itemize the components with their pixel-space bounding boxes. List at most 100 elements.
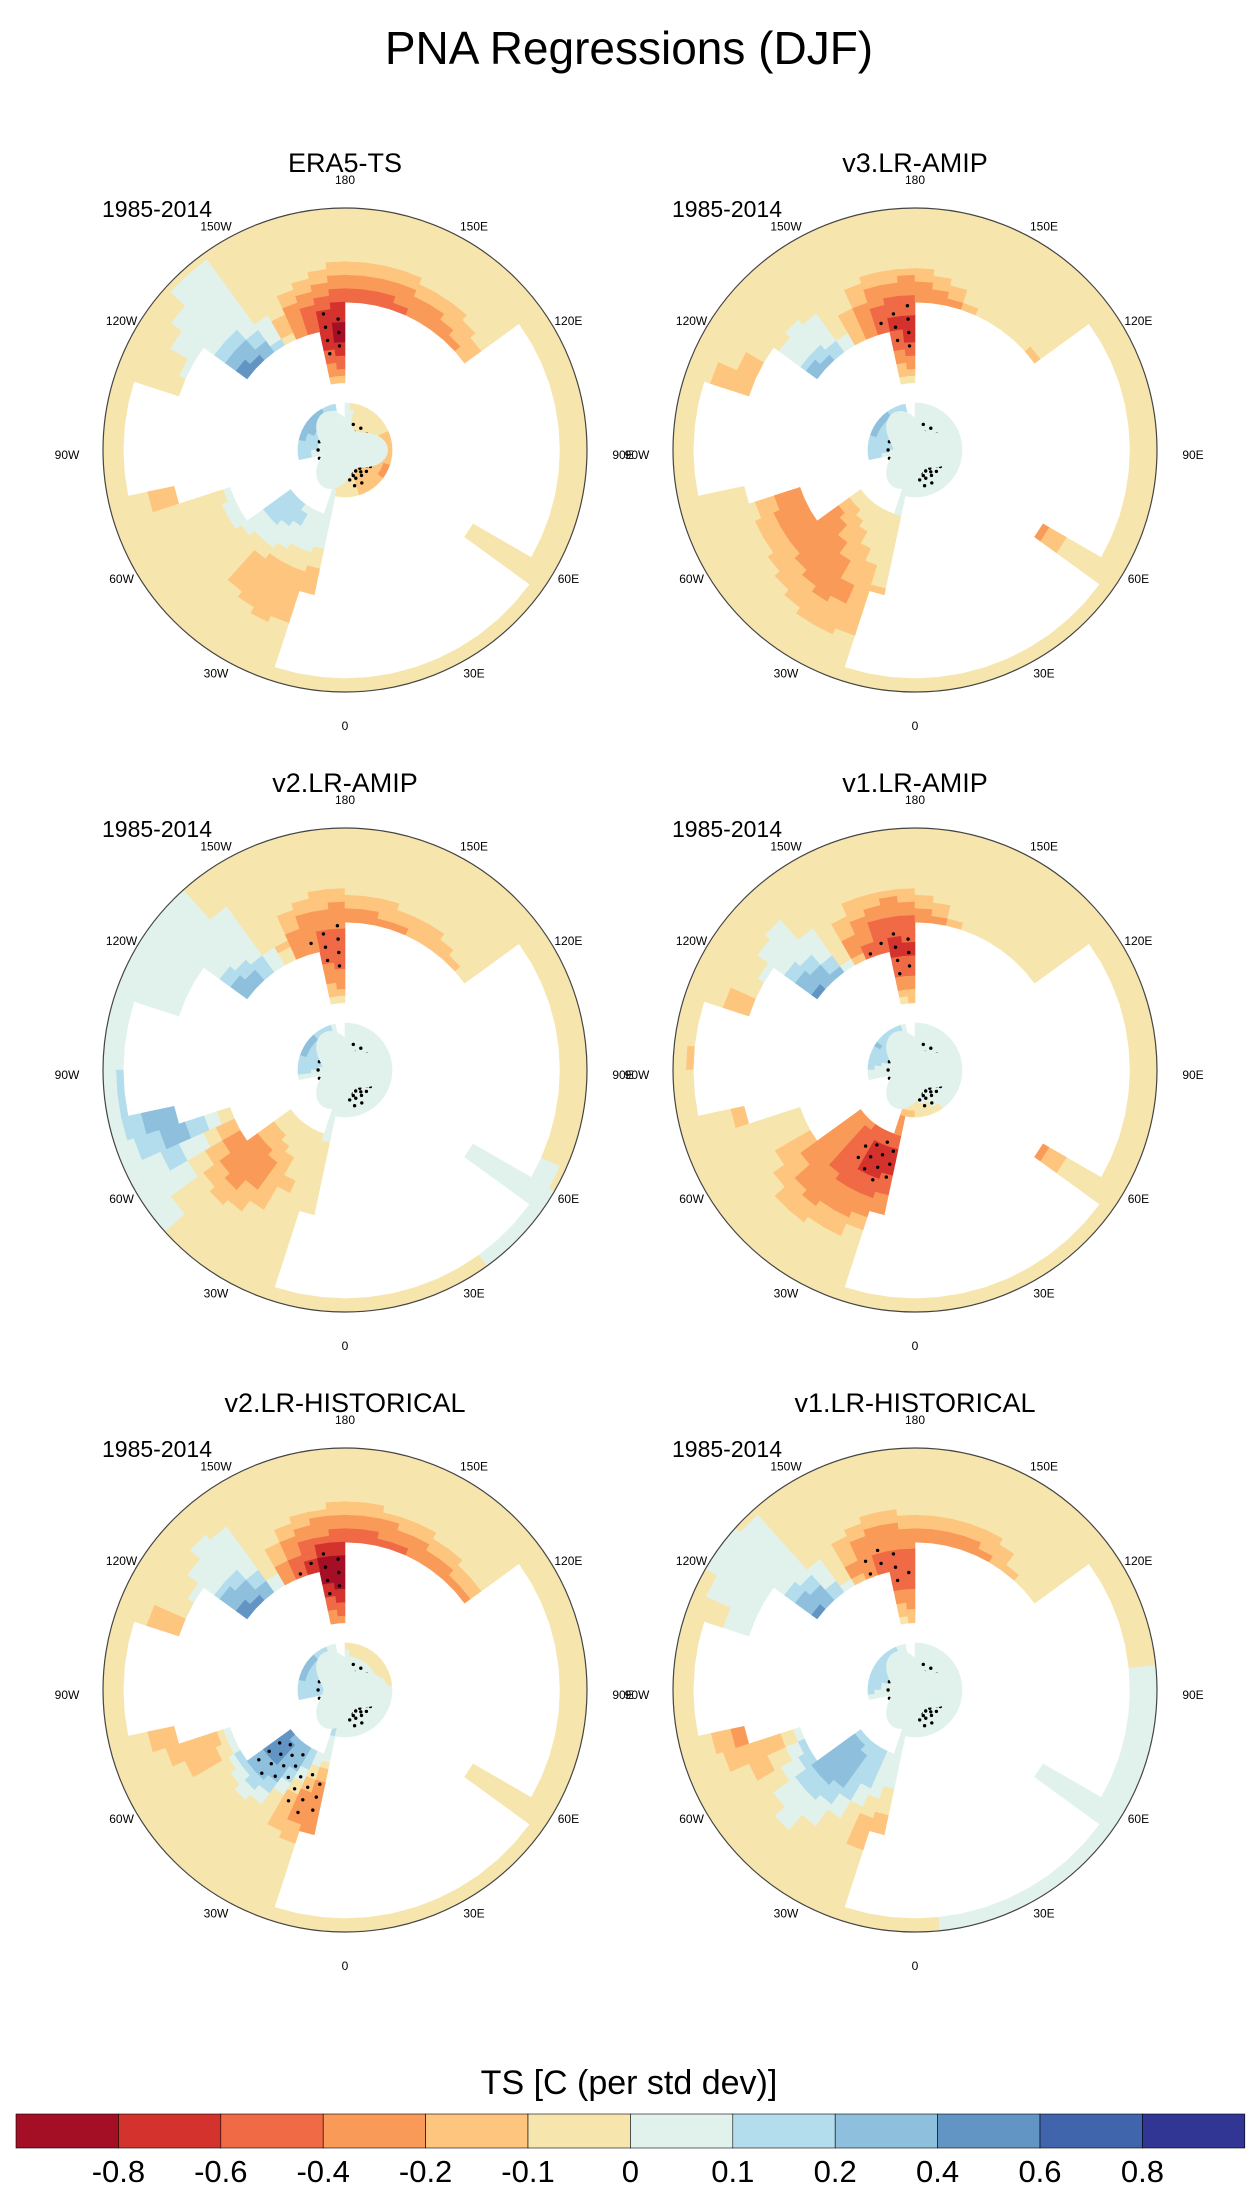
- field-cell: [329, 1548, 346, 1557]
- field-cell: [874, 453, 883, 459]
- field-cell: [334, 968, 346, 977]
- stipple-dot: [862, 1167, 867, 1171]
- field-cell: [324, 881, 346, 890]
- map-panel: v1.LR-HISTORICAL1985-2014180150E120E90E6…: [625, 1388, 1204, 1973]
- longitude-label: 150W: [770, 840, 802, 854]
- field-cell: [328, 295, 346, 304]
- field-cell: [334, 975, 346, 984]
- anomaly-field: [673, 208, 1157, 692]
- field-cell: [331, 941, 346, 951]
- stipple-dot: [288, 1743, 292, 1747]
- panel-period: 1985-2014: [102, 196, 212, 222]
- field-cell: [901, 941, 916, 951]
- longitude-label: 180: [905, 173, 925, 187]
- stipple-dot: [906, 317, 910, 321]
- field-cell: [867, 444, 876, 451]
- field-cell: [874, 445, 882, 451]
- field-cell: [914, 254, 936, 264]
- field-cell: [895, 888, 916, 897]
- field-cell: [329, 1616, 339, 1625]
- longitude-label: 120E: [1124, 934, 1152, 948]
- stipple-dot: [891, 1149, 895, 1153]
- stipple-dot: [929, 470, 933, 474]
- field-cell: [904, 975, 916, 984]
- stipple-dot: [306, 1785, 310, 1790]
- map-panel: v2.LR-HISTORICAL1985-2014180150E120E90E6…: [55, 1388, 634, 1973]
- stipple-dot: [351, 473, 355, 478]
- stipple-dot: [269, 1762, 273, 1766]
- field-cell: [320, 1296, 346, 1306]
- stipple-dot: [922, 1104, 927, 1108]
- field-cell: [344, 274, 364, 284]
- longitude-label: 60W: [109, 1812, 134, 1826]
- stipple-dot: [359, 1666, 363, 1670]
- field-cell: [1128, 1046, 1138, 1071]
- field-cell: [334, 1588, 346, 1597]
- stipple-dot: [336, 1557, 340, 1561]
- stipple-dot: [930, 481, 934, 485]
- field-cell: [329, 376, 339, 385]
- arctic-cap: [316, 1031, 388, 1109]
- field-cell: [558, 1689, 568, 1714]
- stipple-dot: [359, 1710, 363, 1714]
- field-cell: [1034, 523, 1050, 542]
- stipple-dot: [337, 964, 342, 968]
- stipple-dot: [348, 1098, 352, 1102]
- stipple-dot: [906, 937, 910, 941]
- longitude-label: 60E: [558, 572, 579, 586]
- anomaly-field: [673, 828, 1157, 1312]
- field-cell: [327, 1528, 346, 1537]
- field-cell: [304, 1693, 313, 1699]
- longitude-label: 60W: [679, 1192, 704, 1206]
- field-cell: [811, 984, 826, 1000]
- map-border: [102, 1447, 588, 1933]
- field-cell: [344, 1296, 370, 1306]
- field-cell: [344, 402, 351, 411]
- stipple-dot: [921, 1093, 925, 1098]
- longitude-label: 90W: [55, 448, 80, 462]
- longitude-label: 30W: [774, 1286, 799, 1300]
- stipple-dot: [359, 426, 363, 430]
- longitude-label: 90E: [612, 1688, 633, 1702]
- field-cell: [327, 281, 346, 290]
- stipple-dot: [292, 1787, 297, 1791]
- arctic-cap: [886, 411, 958, 489]
- field-cell: [344, 1521, 363, 1530]
- field-cell: [897, 281, 916, 290]
- longitude-label: 180: [335, 1413, 355, 1427]
- stipple-dot: [316, 1068, 320, 1072]
- stipple-dot: [351, 422, 355, 427]
- field-cell: [344, 874, 366, 884]
- field-cell: [909, 1109, 916, 1118]
- field-cell: [329, 1541, 346, 1550]
- field-cell: [742, 375, 756, 397]
- stipple-dot: [325, 338, 330, 343]
- field-cell: [895, 268, 916, 277]
- field-cell: [336, 988, 346, 997]
- stipple-dot: [323, 945, 328, 949]
- longitude-label: 30E: [1033, 1286, 1054, 1300]
- field-cell: [329, 301, 346, 310]
- panel-period: 1985-2014: [672, 1436, 782, 1462]
- stipple-dot: [924, 469, 928, 473]
- longitude-label: 120W: [676, 934, 708, 948]
- field-cell: [890, 676, 916, 686]
- field-cell: [334, 348, 346, 357]
- field-cell: [905, 982, 916, 991]
- field-cell: [896, 274, 916, 284]
- field-cell: [904, 355, 916, 364]
- stipple-dot: [318, 1782, 322, 1786]
- stipple-dot: [364, 1089, 369, 1094]
- stipple-dot: [918, 1098, 922, 1102]
- stipple-dot: [934, 469, 939, 474]
- longitude-label: 180: [905, 793, 925, 807]
- field-cell: [325, 268, 346, 277]
- stipple-dot: [922, 484, 927, 488]
- panel-title: v2.LR-HISTORICAL: [224, 1388, 465, 1418]
- field-cell: [906, 368, 916, 377]
- stipple-dot: [301, 1753, 305, 1757]
- field-cell: [914, 894, 934, 904]
